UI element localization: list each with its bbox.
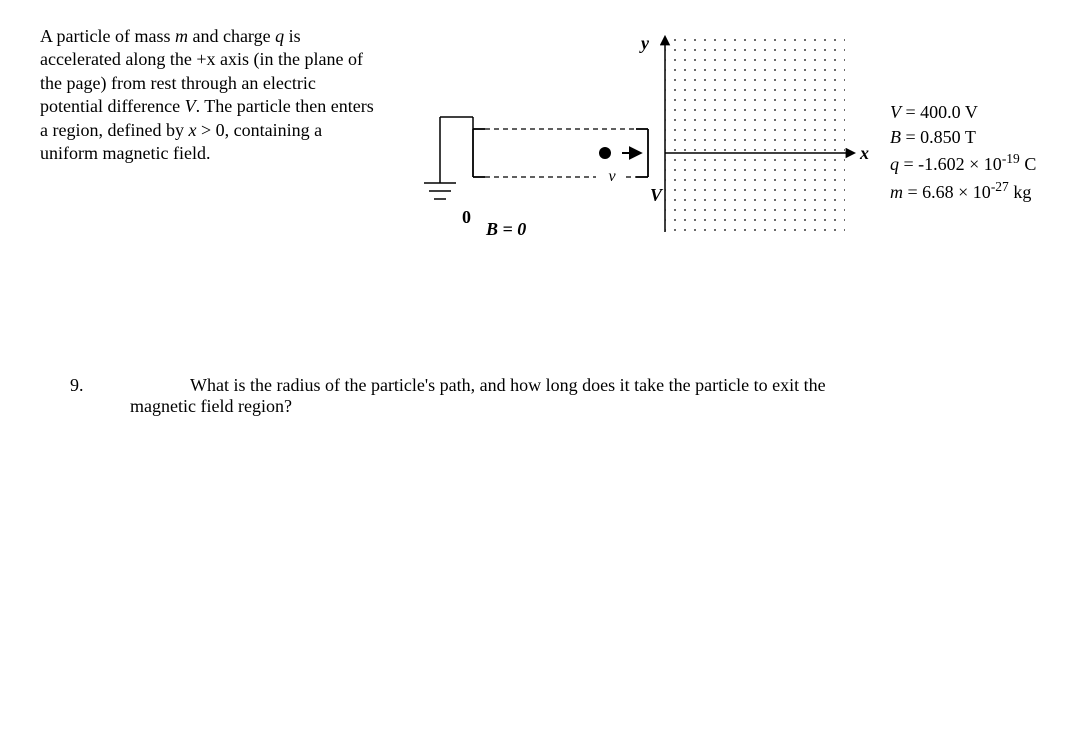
m-suffix: kg xyxy=(1009,182,1032,202)
diagram-svg: y x v V 0 B = 0 xyxy=(400,25,870,245)
var-V: V xyxy=(185,96,196,116)
text-2: and charge xyxy=(188,26,275,46)
V-label: V xyxy=(650,185,664,205)
question-text-line2: magnetic field region? xyxy=(70,396,1049,417)
zero-label: 0 xyxy=(462,207,471,227)
particle-dot xyxy=(599,147,611,159)
physics-diagram: y x v V 0 B = 0 xyxy=(400,25,870,245)
left-plate xyxy=(473,129,485,177)
v-label: v xyxy=(608,168,616,185)
field-region xyxy=(665,37,845,232)
given-values: V = 400.0 V B = 0.850 T q = -1.602 × 10-… xyxy=(890,25,1089,205)
question-number: 9. xyxy=(70,375,190,396)
given-q: q = -1.602 × 10-19 C xyxy=(890,150,1089,177)
given-m: m = 6.68 × 10-27 kg xyxy=(890,178,1089,205)
var-m: m xyxy=(175,26,188,46)
q-suffix: C xyxy=(1020,154,1037,174)
var-q: q xyxy=(275,26,284,46)
battery-symbol xyxy=(424,117,473,199)
given-B: B = 0.850 T xyxy=(890,125,1089,150)
given-V: V = 400.0 V xyxy=(890,100,1089,125)
B-zero-label: B = 0 xyxy=(485,219,526,239)
m-exp: -27 xyxy=(991,179,1009,194)
question-text-line1: What is the radius of the particle's pat… xyxy=(190,375,826,395)
intro-text: A particle of mass xyxy=(40,26,175,46)
x-label: x xyxy=(859,143,869,163)
question-9: 9.What is the radius of the particle's p… xyxy=(40,375,1049,417)
q-exp: -19 xyxy=(1002,151,1020,166)
problem-statement: A particle of mass m and charge q is acc… xyxy=(40,25,380,165)
y-label: y xyxy=(639,33,650,53)
